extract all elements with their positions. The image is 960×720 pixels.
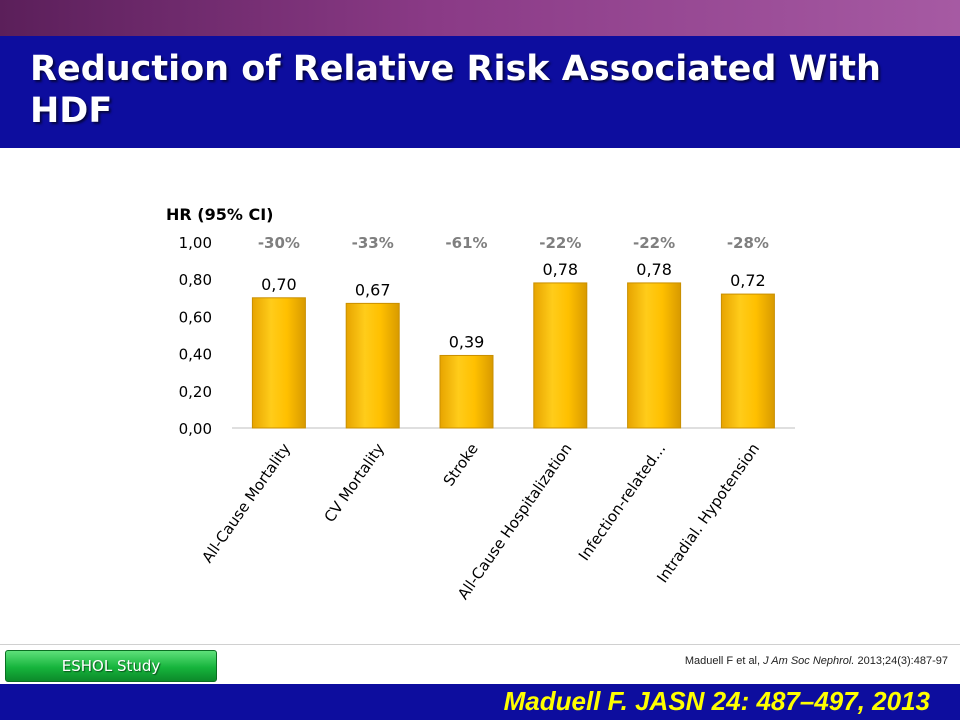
slide-title: Reduction of Relative Risk Associated Wi… (30, 49, 881, 131)
bar-value-label: 0,78 (636, 260, 672, 279)
chart-area: HR (95% CI) 0,00 0,20 0,40 0,60 0,80 1,00 0,7… (0, 148, 960, 644)
reduction-label: -22% (633, 234, 675, 252)
bar-value-label: 0,78 (542, 260, 578, 279)
category-label: Intradial. Hypotension (653, 440, 763, 586)
bar (533, 282, 588, 429)
y-tick-label: 1,00 (179, 234, 212, 252)
y-tick-label: 0,80 (179, 271, 212, 289)
bar (251, 297, 306, 429)
category-label: All-Cause Mortality (198, 440, 294, 566)
category-label: CV Mortality (320, 440, 388, 526)
category-labels: All-Cause Mortality CV Mortality StrokeAll… (198, 440, 763, 603)
reference-authors: Maduell F et al, (684, 655, 764, 667)
reduction-label: -22% (539, 234, 581, 252)
footer-band: ESHOL Study Maduell F et al, J Am Soc Ne… (0, 644, 960, 685)
reference-journal: J Am Soc Nephrol. (763, 655, 855, 667)
category-label: Stroke (440, 440, 482, 489)
hr-bar-chart: HR (95% CI) 0,00 0,20 0,40 0,60 0,80 1,00 0,7… (166, 205, 795, 603)
bar (720, 293, 775, 429)
y-tick-label: 0,00 (179, 420, 212, 438)
bars (251, 282, 775, 429)
bar (345, 302, 400, 429)
reduction-label: -61% (445, 234, 487, 252)
y-axis-ticks: 0,00 0,20 0,40 0,60 0,80 1,00 (179, 234, 212, 438)
y-tick-label: 0,60 (179, 308, 212, 326)
reduction-label: -30% (258, 234, 300, 252)
study-badge: ESHOL Study (5, 650, 217, 682)
top-decorative-band (0, 0, 960, 36)
bar (439, 354, 494, 429)
bar-value-label: 0,39 (449, 332, 485, 351)
category-label: All-Cause Hospitalization (454, 440, 576, 603)
title-bar: Reduction of Relative Risk Associated Wi… (0, 36, 960, 148)
citation-text: Maduell F. JASN 24: 487–497, 2013 (503, 686, 930, 716)
reduction-label: -33% (352, 234, 394, 252)
y-axis-title: HR (95% CI) (166, 205, 273, 224)
category-label: Infection-related… (575, 440, 669, 564)
reduction-label: -28% (727, 234, 769, 252)
reference-text: Maduell F et al, J Am Soc Nephrol. 2013;… (685, 655, 948, 667)
bar (627, 282, 682, 429)
bar-value-label: 0,67 (355, 280, 391, 299)
reduction-labels: -30% -33% -61% -22% -22% -28% (258, 234, 769, 252)
citation-bar: Maduell F. JASN 24: 487–497, 2013 (0, 684, 960, 720)
value-labels: 0,70 0,67 0,39 0,78 0,78 0,72 (261, 260, 766, 352)
reference-details: 2013;24(3):487-97 (854, 655, 948, 667)
y-tick-label: 0,40 (179, 346, 212, 364)
bar-value-label: 0,72 (730, 271, 766, 290)
y-tick-label: 0,20 (179, 383, 212, 401)
bar-value-label: 0,70 (261, 275, 297, 294)
